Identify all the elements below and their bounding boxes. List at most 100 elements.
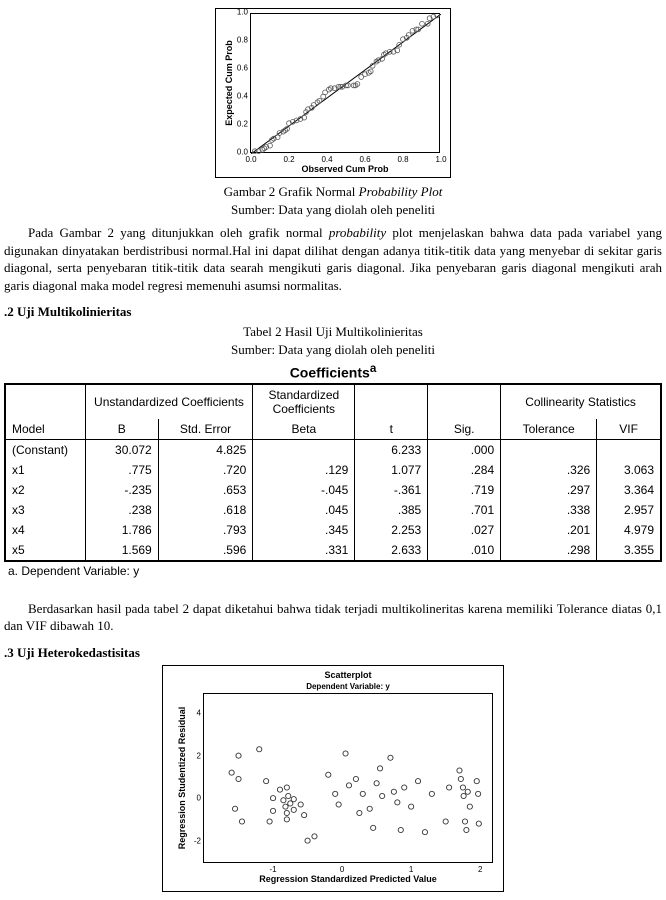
table-title-sup: a	[370, 362, 376, 375]
pp-xtick: 0.4	[321, 152, 332, 164]
scatter-title-2: Dependent Variable: y	[203, 682, 493, 691]
table-cell: 4.979	[597, 520, 661, 540]
pp-ytick: 0.8	[237, 36, 251, 45]
scatter-plot-area: Regression Studentized Residual Regressi…	[203, 693, 493, 863]
pp-ytick: 0.4	[237, 92, 251, 101]
table-cell: .298	[501, 540, 597, 561]
table-cell: .297	[501, 480, 597, 500]
table-cell: .338	[501, 500, 597, 520]
table-row: x2-.235.653-.045-.361.719.2973.364	[5, 480, 661, 500]
scatterplot-frame: Scatterplot Dependent Variable: y Regres…	[162, 665, 504, 892]
table-cell: x3	[5, 500, 85, 520]
pp-plot-area: Expected Cum Prob Observed Cum Prob 0.00…	[250, 13, 440, 153]
table-row: x1.775.720.1291.077.284.3263.063	[5, 460, 661, 480]
table-footnote: a. Dependent Variable: y	[8, 564, 662, 578]
pp-plot-container: Expected Cum Prob Observed Cum Prob 0.0 0…	[4, 8, 662, 182]
table-cell: .000	[428, 439, 501, 460]
table-cell: .326	[501, 460, 597, 480]
pp-caption-italic: Probability Plot	[359, 184, 443, 199]
table-header-row-1: Unstandardized Coefficients Standardized…	[5, 384, 661, 419]
hdr-t: t	[355, 419, 428, 440]
hdr-collin: Collinearity Statistics	[501, 384, 661, 419]
table-cell: x1	[5, 460, 85, 480]
hdr-vif: VIF	[597, 419, 661, 440]
pp-ytick: 1.0	[237, 8, 251, 17]
table-cell: .027	[428, 520, 501, 540]
table-row: x3.238.618.045.385.701.3382.957	[5, 500, 661, 520]
table-cell: 3.364	[597, 480, 661, 500]
scatter-xtick: -1	[269, 862, 276, 874]
table-cell: .653	[158, 480, 253, 500]
table-cell: 30.072	[85, 439, 158, 460]
coefficients-table: Unstandardized Coefficients Standardized…	[4, 383, 662, 562]
scatter-ylabel: Regression Studentized Residual	[177, 707, 187, 850]
table-cell: 1.786	[85, 520, 158, 540]
table-cell: 4.825	[158, 439, 253, 460]
scatterplot-container: Scatterplot Dependent Variable: y Regres…	[4, 665, 662, 892]
table-cell	[501, 439, 597, 460]
pp-ylabel: Expected Cum Prob	[224, 40, 234, 126]
pp-xtick: 1.0	[435, 152, 446, 164]
paragraph-2: Berdasarkan hasil pada tabel 2 dapat dik…	[4, 600, 662, 635]
hdr-unstd: Unstandardized Coefficients	[85, 384, 253, 419]
table-row: x51.569.596.3312.633.010.2983.355	[5, 540, 661, 561]
table-cell: -.235	[85, 480, 158, 500]
table-row: x41.786.793.3452.253.027.2014.979	[5, 520, 661, 540]
scatter-xtick: 1	[409, 862, 413, 874]
hdr-tol: Tolerance	[501, 419, 597, 440]
table-cell	[253, 439, 355, 460]
table-cell: 1.569	[85, 540, 158, 561]
table-cell: .201	[501, 520, 597, 540]
pp-caption-line2: Sumber: Data yang diolah oleh peneliti	[4, 202, 662, 218]
table-cell: .010	[428, 540, 501, 561]
pp-caption-pre: Gambar 2 Grafik Normal	[224, 184, 359, 199]
table-cell: x4	[5, 520, 85, 540]
table-cell: .345	[253, 520, 355, 540]
table-cell: .793	[158, 520, 253, 540]
hdr-sig: Sig.	[428, 419, 501, 440]
table-cell: 6.233	[355, 439, 428, 460]
table-cell: 2.957	[597, 500, 661, 520]
pp-xtick: 0.6	[359, 152, 370, 164]
table-row: (Constant)30.0724.825 6.233.000	[5, 439, 661, 460]
table-header-row-2: Model B Std. Error Beta t Sig. Tolerance…	[5, 419, 661, 440]
scatter-xtick: 2	[478, 862, 482, 874]
heading-multicollinearity: .2 Uji Multikolinieritas	[4, 304, 662, 320]
hdr-se: Std. Error	[158, 419, 253, 440]
pp-xtick: 0.2	[283, 152, 294, 164]
table-cell: .596	[158, 540, 253, 561]
scatter-title-1: Scatterplot	[203, 670, 493, 680]
para1-italic: probability	[329, 225, 386, 240]
pp-ytick: 0.2	[237, 120, 251, 129]
table-cell: -.045	[253, 480, 355, 500]
table-cell: .331	[253, 540, 355, 561]
table-caption-2: Sumber: Data yang diolah oleh peneliti	[4, 342, 662, 358]
pp-xtick: 0.8	[397, 152, 408, 164]
table-cell: .129	[253, 460, 355, 480]
scatter-ytick: -2	[194, 836, 204, 845]
table-title: Coefficientsa	[4, 362, 662, 381]
pp-plot-frame: Expected Cum Prob Observed Cum Prob 0.0 0…	[215, 8, 451, 178]
table-cell: .238	[85, 500, 158, 520]
table-cell: -.361	[355, 480, 428, 500]
paragraph-1: Pada Gambar 2 yang ditunjukkan oleh graf…	[4, 224, 662, 294]
pp-xlabel: Observed Cum Prob	[301, 164, 388, 174]
table-cell: 2.253	[355, 520, 428, 540]
table-cell: 3.355	[597, 540, 661, 561]
table-cell: .775	[85, 460, 158, 480]
table-cell: .720	[158, 460, 253, 480]
hdr-std: Standardized Coefficients	[253, 384, 355, 419]
scatter-ytick: 4	[197, 709, 204, 718]
pp-xtick: 0.0	[245, 152, 256, 164]
table-cell	[597, 439, 661, 460]
table-caption-1: Tabel 2 Hasil Uji Multikolinieritas	[4, 324, 662, 340]
table-cell: (Constant)	[5, 439, 85, 460]
table-cell: .719	[428, 480, 501, 500]
pp-ytick: 0.6	[237, 64, 251, 73]
table-title-text: Coefficients	[290, 365, 370, 381]
table-cell: .385	[355, 500, 428, 520]
table-cell: x2	[5, 480, 85, 500]
table-cell: .045	[253, 500, 355, 520]
table-cell: x5	[5, 540, 85, 561]
scatter-xtick: 0	[340, 862, 344, 874]
